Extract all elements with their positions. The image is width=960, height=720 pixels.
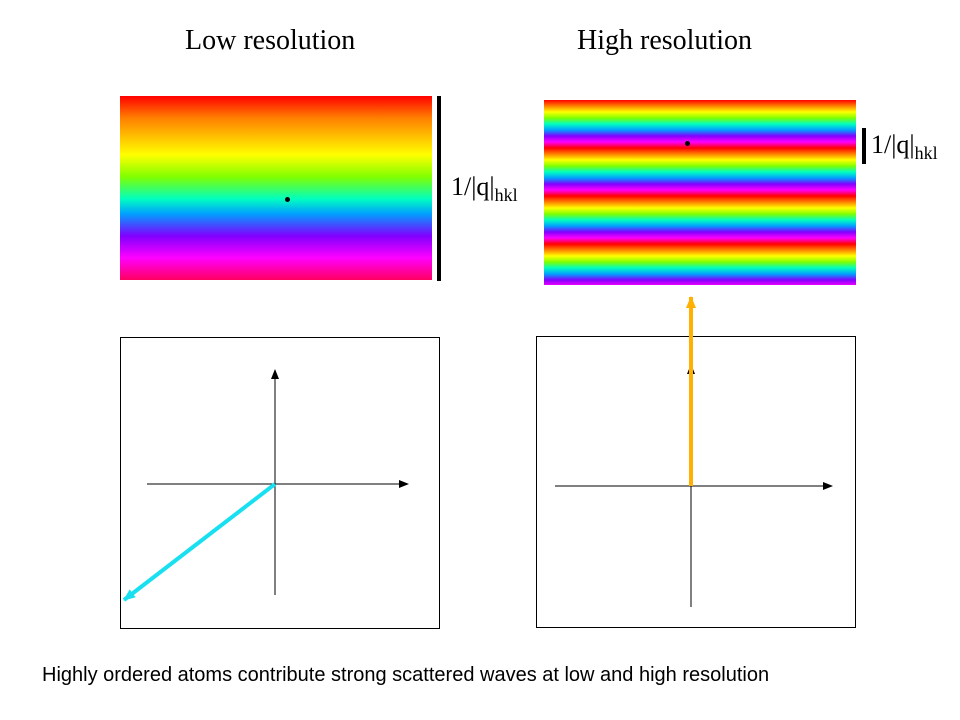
high-period-subscript: hkl [914, 143, 938, 163]
high-period-text: 1/|q| [871, 130, 915, 159]
high-resolution-period-bar [862, 128, 866, 164]
high-resolution-title: High resolution [577, 25, 752, 56]
low-resolution-wave-vector [122, 482, 277, 602]
low-resolution-period-label: 1/|q|hkl [451, 172, 518, 205]
high-resolution-vector-panel [536, 336, 856, 628]
low-resolution-period-bar [437, 96, 441, 281]
low-resolution-wave-pattern [120, 96, 432, 280]
low-resolution-vector-panel [120, 337, 440, 629]
low-resolution-atom-dot [285, 197, 290, 202]
low-resolution-title: Low resolution [185, 25, 356, 56]
high-resolution-atom-dot [685, 141, 690, 146]
low-period-text: 1/|q| [451, 172, 495, 201]
low-period-subscript: hkl [494, 185, 518, 205]
diagram-caption: Highly ordered atoms contribute strong s… [42, 664, 770, 686]
high-resolution-period-label: 1/|q|hkl [871, 130, 938, 163]
high-resolution-wave-pattern [544, 100, 856, 285]
